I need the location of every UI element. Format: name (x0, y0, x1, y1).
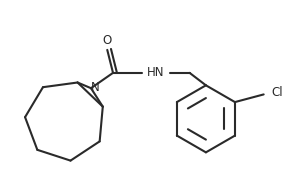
Text: HN: HN (147, 66, 165, 79)
Text: Cl: Cl (271, 86, 282, 99)
Text: N: N (91, 81, 99, 94)
Text: O: O (103, 34, 112, 47)
